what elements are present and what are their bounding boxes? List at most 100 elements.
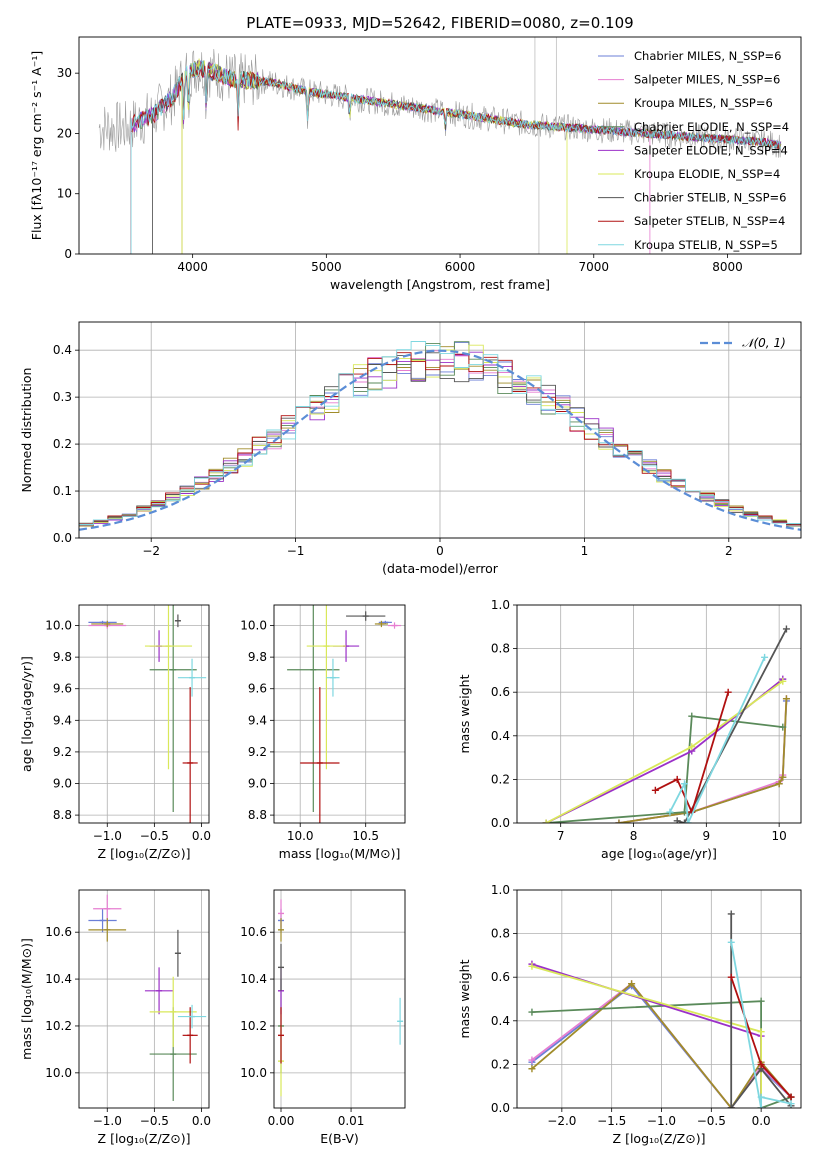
- plus-marker: [727, 938, 735, 946]
- y-axis-label: Normed distribution: [19, 368, 34, 493]
- y-tick-label: 0.0: [491, 1101, 510, 1115]
- plus-marker: [761, 653, 769, 661]
- legend-entry: 𝒩(0, 1): [742, 336, 786, 350]
- axes-frame: [516, 604, 802, 824]
- y-tick-label: 0.8: [491, 927, 510, 941]
- x-axis-label: E(B-V): [320, 1131, 359, 1146]
- histogram-salpeter_stelib: [79, 352, 801, 525]
- plus-marker: [628, 980, 636, 988]
- y-tick-label: 9.6: [53, 682, 72, 696]
- y-tick-label: 0.2: [491, 1057, 510, 1071]
- x-tick-label: 10: [772, 829, 787, 843]
- y-tick-label: 8.8: [248, 808, 267, 822]
- point-kroupa_stelib: [177, 1004, 207, 1029]
- y-tick-label: 0.2: [53, 437, 72, 451]
- x-tick-label: 10.5: [352, 829, 379, 843]
- y-tick-label: 10.6: [45, 925, 72, 939]
- plus-marker: [528, 1056, 536, 1064]
- axes-frame: [78, 321, 802, 539]
- axes-frame: [273, 889, 406, 1109]
- plus-marker: [757, 1104, 765, 1108]
- x-tick-label: 7: [557, 829, 565, 843]
- x-tick-label: −2: [142, 544, 160, 558]
- y-tick-label: 9.8: [248, 650, 267, 664]
- plus-marker: [724, 688, 732, 696]
- x-tick-label: 8: [630, 829, 638, 843]
- point-chabrier_stelib: [346, 611, 386, 621]
- plus-marker: [688, 712, 696, 720]
- series-line: [531, 982, 792, 1108]
- y-tick-label: 10.4: [240, 972, 267, 986]
- plus-marker: [727, 910, 735, 918]
- x-axis-label: mass [log₁₀(M/M⊙)]: [279, 846, 401, 861]
- plus-marker: [787, 1100, 795, 1108]
- point-kroupa_elodie: [144, 605, 193, 770]
- y-tick-label: 20: [57, 126, 72, 140]
- point-salpeter_stelib: [300, 687, 340, 823]
- x-axis-label: Z [log₁₀(Z/Z⊙)]: [613, 1131, 706, 1146]
- y-axis-label: Flux [fλ10⁻¹⁷ erg cm⁻² s⁻¹ A⁻¹]: [29, 51, 44, 240]
- point-kroupa_stelib: [177, 658, 207, 697]
- plus-marker: [779, 677, 787, 685]
- y-tick-label: 0.8: [491, 642, 510, 656]
- point-kroupa_stelib: [326, 658, 340, 697]
- model-line-kroupa_stelib: [130, 60, 781, 254]
- legend-entry: Chabrier MILES, N_SSP=6: [634, 49, 781, 63]
- legend-entry: Salpeter STELIB, N_SSP=4: [634, 214, 785, 228]
- panel-mass_vs_Z: −1.0 −0.5 0.0 10.0 10.2 10.4 10.6 Z [log₁₀(Z/Z⊙…: [19, 889, 211, 1146]
- plus-marker: [787, 1093, 795, 1101]
- y-tick-label: 9.8: [53, 650, 72, 664]
- plus-marker: [782, 625, 790, 633]
- plus-marker: [779, 773, 787, 781]
- series-line: [669, 656, 766, 823]
- series-salpeter_stelib: [651, 688, 732, 816]
- point-salpeter_stelib: [182, 687, 198, 823]
- x-tick-label: 4000: [177, 260, 208, 274]
- x-tick-label: −1: [287, 544, 305, 558]
- x-tick-label: 5000: [311, 260, 342, 274]
- y-tick-label: 30: [57, 66, 72, 80]
- x-axis-label: (data-model)/error: [382, 561, 499, 576]
- y-tick-label: 9.6: [248, 682, 267, 696]
- plus-marker: [727, 1104, 735, 1108]
- point-chabrier_stelib: [174, 929, 181, 977]
- panel-spectrum: 4000 5000 6000 7000 8000 0 10 20 30 wavelength [A…: [29, 36, 802, 292]
- y-tick-label: 9.2: [53, 745, 72, 759]
- plus-marker: [775, 780, 783, 788]
- panel-residual_histogram: −2 −1 0 1 2 0.0 0.1 0.2 0.3 0.4 (data-model)/error…: [19, 321, 802, 576]
- y-tick-label: 10.0: [240, 619, 267, 633]
- panel-weight_vs_Z: −2.0 −1.5 −1.0 −0.5 0.0 0.0 0.2 0.4 0.6 0.8 1.0 Z […: [457, 883, 802, 1146]
- y-tick-label: 9.0: [248, 777, 267, 791]
- x-tick-label: 6000: [445, 260, 476, 274]
- plus-marker: [757, 1093, 765, 1101]
- point-salpeter_miles: [387, 622, 402, 629]
- y-tick-label: 0.6: [491, 685, 510, 699]
- y-tick-label: 1.0: [491, 883, 510, 897]
- x-axis-label: age [log₁₀(age/yr)]: [601, 846, 717, 861]
- y-tick-label: 10.2: [45, 1019, 72, 1033]
- x-tick-label: −0.5: [697, 1114, 726, 1128]
- x-axis-label: Z [log₁₀(Z/Z⊙)]: [98, 846, 191, 861]
- point-kroupa_elodie: [149, 976, 197, 1048]
- plus-marker: [680, 780, 688, 788]
- x-tick-label: 0.0: [752, 1114, 771, 1128]
- x-tick-label: 10.0: [287, 829, 314, 843]
- legend-entry: Chabrier ELODIE, N_SSP=4: [634, 120, 789, 134]
- point-kroupa_miles: [278, 918, 285, 942]
- point-kroupa_elodie: [306, 605, 347, 770]
- x-tick-label: 0.0: [192, 829, 211, 843]
- x-tick-label: 9: [703, 829, 711, 843]
- point-salpeter_elodie: [144, 967, 174, 1015]
- y-tick-label: 10.6: [240, 925, 267, 939]
- legend-entry: Kroupa MILES, N_SSP=6: [634, 96, 773, 110]
- axes-frame: [273, 604, 406, 824]
- series-line: [654, 691, 730, 815]
- plus-marker: [680, 819, 688, 823]
- y-axis-label: mass weight: [457, 959, 472, 1038]
- y-tick-label: 8.8: [53, 808, 72, 822]
- y-tick-label: 0: [64, 247, 72, 261]
- legend-entry: Chabrier STELIB, N_SSP=6: [634, 191, 786, 205]
- y-axis-label: mass [log₁₀(M/M⊙)]: [19, 938, 34, 1060]
- series-salpeter_stelib: [727, 973, 795, 1101]
